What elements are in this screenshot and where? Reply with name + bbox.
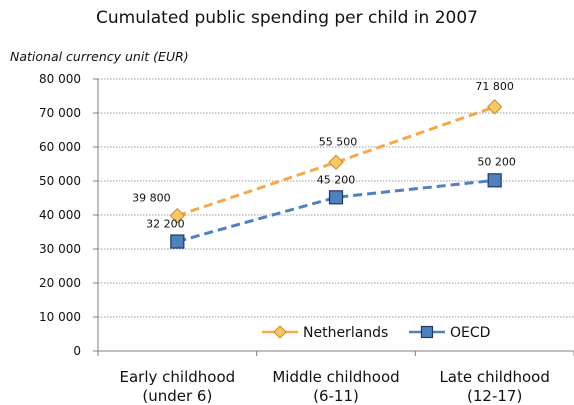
data-point-oecd [328,190,344,205]
y-tick-labels: 0 10 000 20 000 30 000 40 000 50 000 60 000 70 … [39,72,81,358]
data-label: 55 500 [319,135,358,148]
data-label: 50 200 [477,155,516,168]
x-tick-label-line: (under 6) [142,387,212,405]
y-tick-label: 20 000 [39,276,81,290]
series-line-oecd [176,178,495,243]
x-tick-label-line: Middle childhood [272,368,399,386]
y-tick-label: 30 000 [39,242,81,256]
y-tick-label: 0 [73,344,81,358]
data-point-oecd [487,173,502,188]
axes [93,78,574,356]
y-tick-label: 60 000 [39,140,81,154]
y-axis-unit-label: National currency unit (EUR) [10,49,189,64]
x-tick-label: Middle childhood(6-11) [272,368,399,405]
y-tick-label: 40 000 [39,208,81,222]
chart-title: Cumulated public spending per child in 2… [96,8,478,28]
legend-marker-oecd [420,325,434,339]
x-tick-label-line: (6-11) [313,387,359,405]
series-group [169,99,503,249]
y-tick-label: 10 000 [39,310,81,324]
legend-label-oecd: OECD [450,325,490,341]
data-label: 32 200 [146,218,185,231]
x-tick-label: Late childhood(12-17) [439,368,549,405]
x-tick-label-line: Early childhood [120,368,236,386]
data-label: 45 200 [317,173,356,186]
x-tick-labels: Early childhood(under 6) Middle childhood… [120,368,550,405]
x-tick-label-line: (12-17) [467,387,522,405]
data-label: 71 800 [475,80,514,93]
data-point-netherlands [486,99,503,115]
legend-label-netherlands: Netherlands [303,325,388,341]
y-tick-label: 70 000 [39,106,81,120]
y-tick-label: 80 000 [39,72,81,86]
x-tick-label: Early childhood(under 6) [120,368,236,405]
data-point-netherlands [169,207,186,224]
y-tick-label: 50 000 [39,174,81,188]
legend: Netherlands OECD [262,325,490,341]
data-label: 39 800 [132,192,171,205]
data-labels: 39 800 55 500 71 800 32 200 45 200 50 200 [132,80,516,231]
legend-marker-netherlands [273,325,287,339]
data-point-netherlands [328,154,344,171]
data-point-oecd [170,234,185,249]
x-tick-label-line: Late childhood [439,368,549,386]
